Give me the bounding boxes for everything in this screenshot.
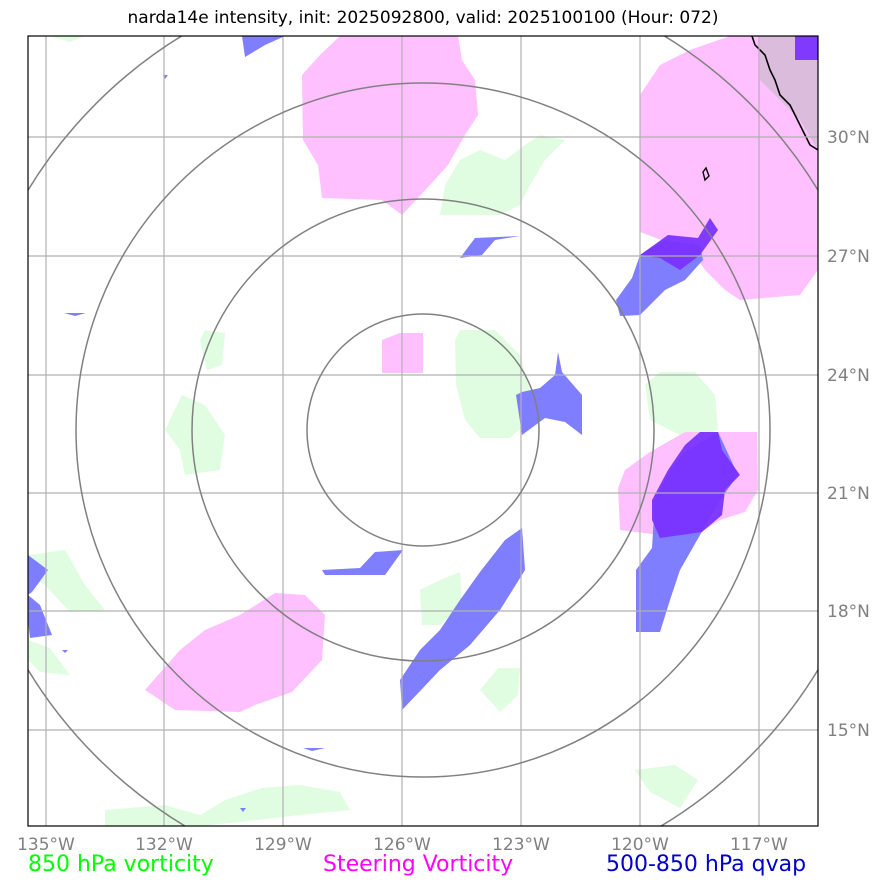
- qvap-region: [28, 555, 48, 595]
- island-outline: [702, 166, 710, 182]
- lat-tick-label: 27°N: [827, 247, 870, 267]
- steering-vorticity-region: [145, 593, 325, 712]
- map-gridlines: [28, 36, 818, 826]
- legend-steering-vorticity: Steering Vorticity: [323, 852, 514, 877]
- vorticity-850-region: [50, 36, 85, 42]
- steering-vorticity-region: [640, 36, 818, 300]
- vorticity-850-region: [455, 330, 530, 438]
- steering-vorticity-region: [302, 36, 478, 215]
- range-ring: [191, 198, 655, 662]
- qvap-region: [303, 748, 325, 751]
- qvap-overlap-region: [795, 36, 818, 60]
- range-ring: [75, 82, 771, 778]
- range-ring: [306, 313, 540, 547]
- qvap-region: [64, 313, 86, 316]
- lon-tick-label: 129°W: [254, 835, 312, 855]
- vorticity-850-region: [28, 550, 105, 612]
- lon-tick-label: 120°W: [611, 835, 669, 855]
- lon-tick-label: 123°W: [492, 835, 550, 855]
- vorticity-850-region: [165, 395, 225, 475]
- lat-tick-label: 15°N: [827, 721, 870, 741]
- lon-tick-label: 135°W: [17, 835, 75, 855]
- vorticity-850-region: [635, 765, 698, 808]
- qvap-region: [242, 36, 285, 57]
- legend-850-vorticity: 850 hPa vorticity: [28, 852, 214, 877]
- qvap-region: [240, 808, 246, 812]
- lat-tick-labels: 30°N 27°N 24°N 21°N 18°N 15°N: [827, 128, 870, 741]
- vorticity-850-region: [440, 135, 565, 215]
- plot-frame: [27, 35, 819, 827]
- qvap-region: [516, 352, 582, 435]
- vorticity-850-layer: [28, 36, 718, 826]
- lat-tick-label: 21°N: [827, 484, 870, 504]
- qvap-overlap-region: [640, 218, 718, 270]
- lon-tick-label: 126°W: [373, 835, 431, 855]
- lon-tick-label: 132°W: [135, 835, 193, 855]
- lon-tick-label: 117°W: [730, 835, 788, 855]
- lat-tick-label: 18°N: [827, 602, 870, 622]
- qvap-region: [460, 236, 520, 258]
- vorticity-850-region: [420, 572, 462, 625]
- qvap-region: [322, 550, 403, 575]
- qvap-overlap-region: [652, 432, 740, 538]
- legend-qvap: 500-850 hPa qvap: [606, 852, 807, 877]
- lat-tick-label: 30°N: [827, 128, 870, 148]
- vorticity-850-region: [105, 785, 350, 826]
- vorticity-850-region: [480, 668, 520, 712]
- lat-tick-label: 24°N: [827, 366, 870, 386]
- lon-tick-labels: 135°W 132°W 129°W 126°W 123°W 120°W 117°…: [17, 835, 788, 855]
- vorticity-850-region: [28, 640, 70, 675]
- map-title: narda14e intensity, init: 2025092800, va…: [127, 8, 719, 28]
- qvap-overlap-layer: [640, 36, 818, 538]
- vorticity-850-region: [200, 330, 225, 370]
- vorticity-850-region: [645, 372, 718, 440]
- qvap-region: [62, 650, 68, 653]
- qvap-region: [400, 528, 525, 710]
